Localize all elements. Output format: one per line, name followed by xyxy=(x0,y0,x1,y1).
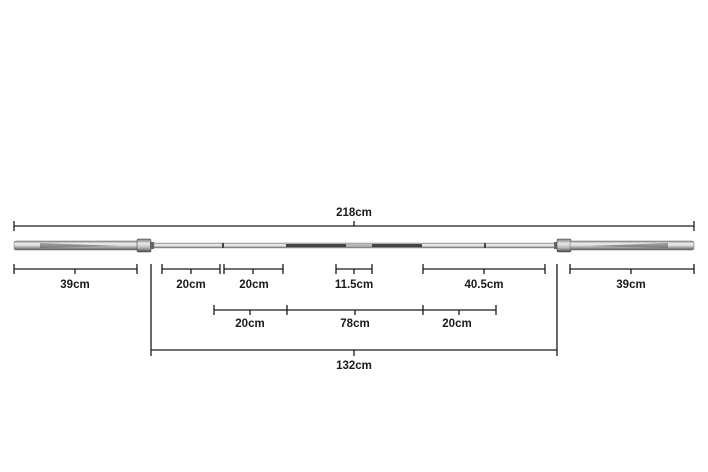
dimension-left-knurl-b: 20cm xyxy=(223,264,284,291)
knurl-mark-left xyxy=(222,243,224,248)
dimension-total: 218cm xyxy=(13,207,695,231)
dimension-left-sleeve: 39cm xyxy=(13,264,138,291)
dimension-right-sleeve: 39cm xyxy=(569,264,695,291)
knurl-right xyxy=(372,244,422,247)
dimension-center-knurl: 11.5cm xyxy=(335,264,373,291)
dimension-total-label: 218cm xyxy=(336,207,372,219)
dimension-middle-row: 20cm 78cm 20cm xyxy=(213,305,497,330)
dimension-left-knurl-a-label: 20cm xyxy=(176,279,205,291)
knurl-mark-right xyxy=(484,243,486,248)
right-collar xyxy=(556,238,572,253)
dimension-right-sleeve-label: 39cm xyxy=(616,279,645,291)
left-collar-ring xyxy=(150,242,154,249)
dimension-mid-left-label: 20cm xyxy=(235,318,264,330)
left-sleeve-shading xyxy=(40,243,120,248)
dimension-left-knurl-a: 20cm xyxy=(161,264,221,291)
dimension-shaft-label: 132cm xyxy=(336,360,372,372)
dimension-center-knurl-label: 11.5cm xyxy=(335,279,373,291)
left-collar xyxy=(136,238,152,253)
dimension-left-sleeve-label: 39cm xyxy=(60,279,89,291)
dimension-left-knurl-b-label: 20cm xyxy=(239,279,268,291)
dimension-right-knurl-label: 40.5cm xyxy=(464,279,503,291)
dimension-shaft: 132cm xyxy=(150,264,558,372)
barbell-icon xyxy=(13,238,695,253)
dimension-mid-right-label: 20cm xyxy=(442,318,471,330)
dimension-right-knurl: 40.5cm xyxy=(422,264,546,291)
dimension-mid-center-label: 78cm xyxy=(340,318,369,330)
right-collar-ring xyxy=(554,242,558,249)
knurl-center xyxy=(346,244,372,247)
right-sleeve-shading xyxy=(588,243,668,248)
knurl-left xyxy=(286,244,346,247)
